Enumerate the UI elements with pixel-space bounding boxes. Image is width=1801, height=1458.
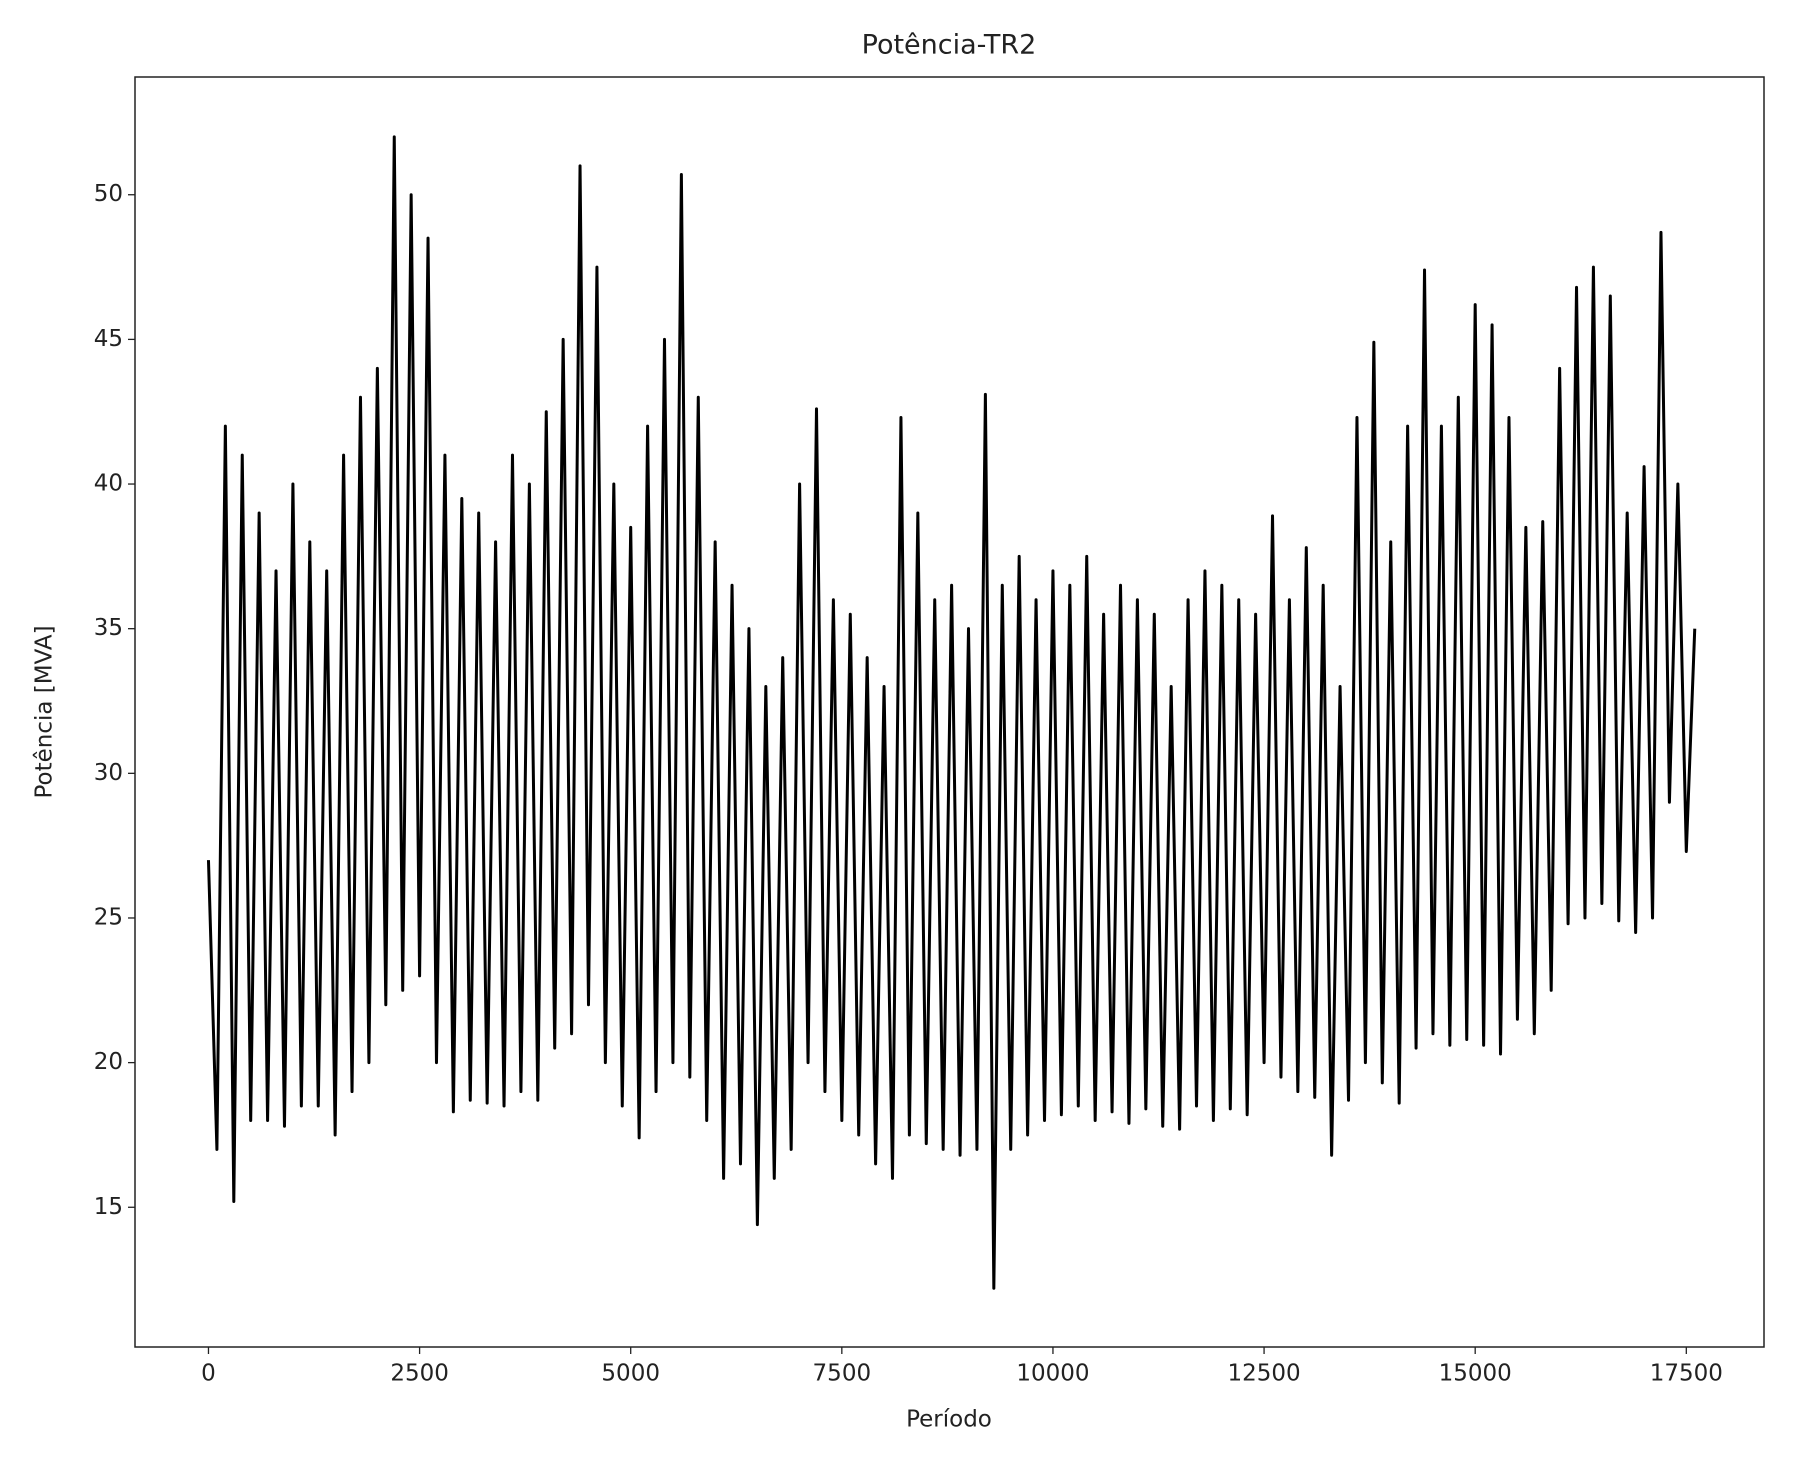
x-tick-label: 0 (201, 1361, 216, 1387)
x-tick-label: 2500 (390, 1361, 449, 1387)
x-tick-label: 7500 (813, 1361, 872, 1387)
plot-frame (134, 76, 1765, 1348)
x-tick-label: 5000 (601, 1361, 660, 1387)
x-tick-label: 12500 (1227, 1361, 1300, 1387)
y-tick-label: 35 (94, 615, 123, 641)
x-tick-label: 10000 (1016, 1361, 1089, 1387)
x-tick-label: 17500 (1650, 1361, 1723, 1387)
data-line (206, 135, 1697, 1290)
y-tick-label: 20 (94, 1049, 123, 1075)
y-tick-label: 50 (94, 181, 123, 207)
y-tick-label: 40 (94, 471, 123, 497)
x-axis-label: Período (906, 1407, 992, 1433)
chart-title: Potência-TR2 (862, 30, 1037, 61)
y-tick-label: 15 (94, 1194, 123, 1220)
y-axis-label: Potência [MVA] (32, 625, 58, 798)
y-tick-label: 45 (94, 326, 123, 352)
x-tick-label: 15000 (1439, 1361, 1512, 1387)
y-tick-label: 30 (94, 760, 123, 786)
y-tick-label: 25 (94, 904, 123, 930)
